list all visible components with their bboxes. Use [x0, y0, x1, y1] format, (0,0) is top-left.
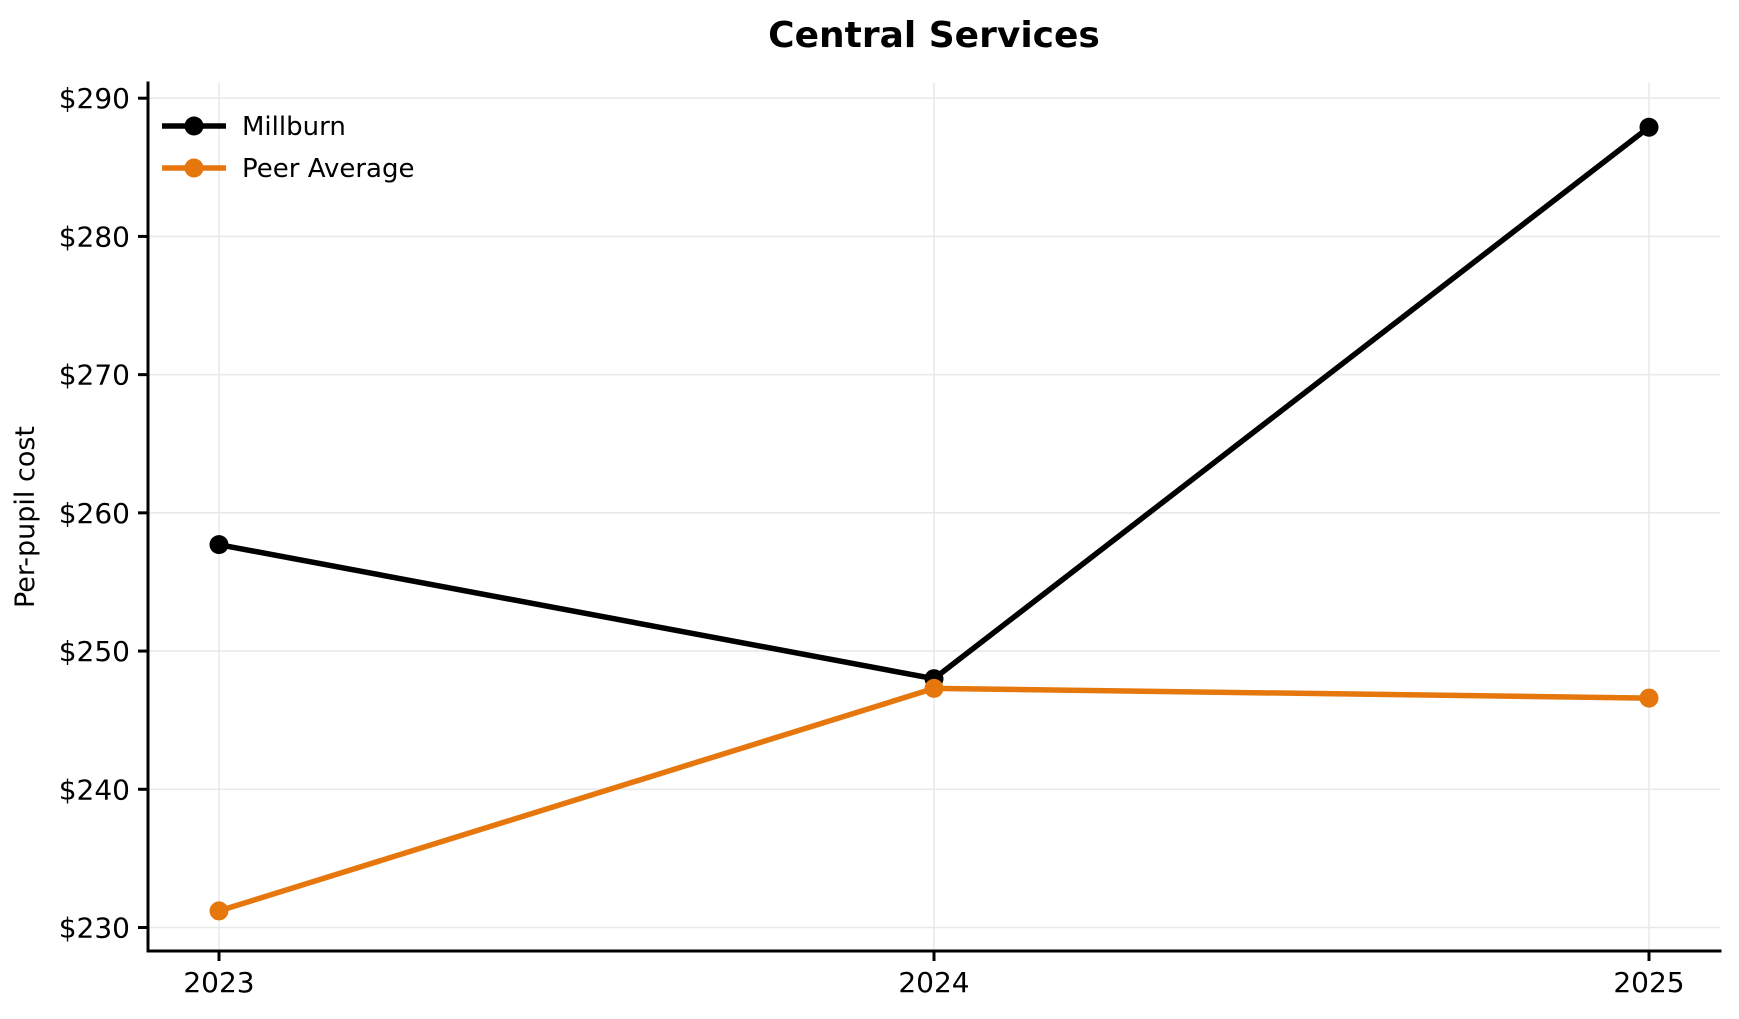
data-point-marker-millburn	[209, 535, 229, 555]
x-tick-label: 2025	[1613, 966, 1684, 999]
y-tick-label: $290	[59, 82, 130, 115]
legend-swatch-marker	[184, 116, 204, 136]
x-tick-label: 2024	[898, 966, 969, 999]
data-point-marker-peer-average	[209, 901, 229, 921]
legend-label-peer-average: Peer Average	[242, 154, 414, 184]
y-tick-label: $230	[59, 912, 130, 945]
legend-item-peer-average: Peer Average	[162, 154, 414, 184]
data-point-marker-peer-average	[924, 678, 944, 698]
y-tick-label: $260	[59, 497, 130, 530]
series-layer	[209, 117, 1659, 921]
chart-title: Central Services	[768, 15, 1100, 56]
data-point-marker-millburn	[1639, 117, 1659, 137]
axes-layer: $230 $240 $250 $260 $270 $280 $290 2023 2024 2025	[59, 81, 1722, 999]
legend: Millburn Peer Average	[162, 112, 414, 184]
legend-swatch-marker	[184, 158, 204, 178]
y-tick-label: $280	[59, 220, 130, 253]
y-tick-label: $250	[59, 635, 130, 668]
legend-label-millburn: Millburn	[242, 112, 346, 142]
legend-item-millburn: Millburn	[162, 112, 346, 142]
x-tick-label: 2023	[183, 966, 254, 999]
y-tick-label: $240	[59, 773, 130, 806]
y-tick-label: $270	[59, 359, 130, 392]
grid-layer	[148, 83, 1720, 951]
y-axis-label: Per-pupil cost	[10, 426, 41, 608]
data-point-marker-peer-average	[1639, 688, 1659, 708]
